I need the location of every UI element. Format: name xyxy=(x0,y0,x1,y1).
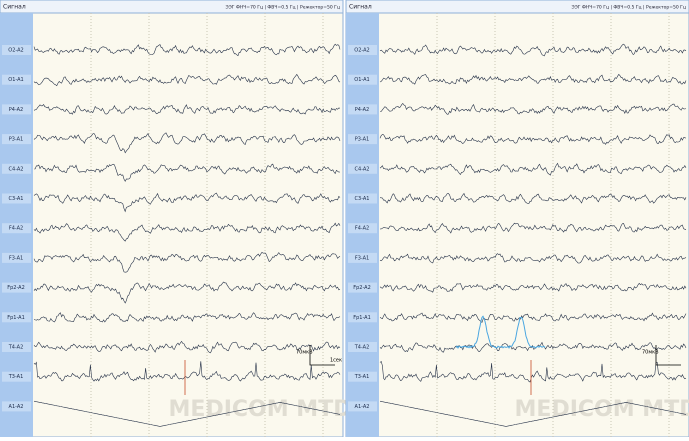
channel-label: C4-A2 xyxy=(355,166,370,172)
eeg-trace xyxy=(33,312,341,323)
channel-label: O1-A1 xyxy=(354,77,369,83)
eeg-trace xyxy=(33,251,341,273)
channel-label-bg xyxy=(348,342,377,352)
channel-label-bg xyxy=(2,342,31,352)
channel-label: P3-A1 xyxy=(355,137,370,143)
channel-label: T3-A1 xyxy=(354,374,370,380)
channel-label: Fp2-A2 xyxy=(7,285,25,291)
eeg-trace xyxy=(33,361,341,382)
eeg-trace xyxy=(379,43,687,57)
eeg-trace xyxy=(33,222,341,242)
eeg-trace xyxy=(379,400,687,427)
eeg-trace xyxy=(380,103,687,115)
channel-label: F3-A1 xyxy=(9,255,23,261)
eeg-panel: Сигнал ЭЭГ ФНЧ=70 Гц | ФВЧ=0.5 Гц | Режек… xyxy=(345,0,689,438)
panel-header xyxy=(345,0,689,14)
channel-label-bg xyxy=(348,401,377,412)
watermark: MEDICOM MTD xyxy=(515,397,689,422)
watermark: MEDICOM MTD xyxy=(169,397,352,422)
channel-label: P4-A2 xyxy=(9,107,24,113)
eeg-trace xyxy=(33,163,341,182)
channel-label: F4-A2 xyxy=(9,226,23,232)
channel-label-bg xyxy=(2,163,31,174)
channel-label-bg xyxy=(2,312,31,323)
eeg-trace xyxy=(33,192,341,213)
channel-label: O1-A1 xyxy=(8,77,23,83)
channel-label-bg xyxy=(2,223,31,234)
channel-label: A1-A2 xyxy=(9,404,24,410)
scale-time: 1сек xyxy=(330,358,342,364)
eeg-trace xyxy=(379,312,687,323)
channel-label: C3-A1 xyxy=(9,196,24,202)
channel-label: C3-A1 xyxy=(355,196,370,202)
channel-label-bg xyxy=(2,134,31,145)
panel-title: Сигнал xyxy=(3,4,26,11)
channel-label-bg xyxy=(2,74,31,85)
channel-label: F4-A2 xyxy=(355,226,369,232)
channel-label-bg xyxy=(2,282,31,293)
channel-label-bg xyxy=(348,104,377,115)
channel-label: Fp1-A1 xyxy=(7,315,25,321)
panel-title: Сигнал xyxy=(349,4,372,11)
eeg-trace xyxy=(379,253,687,264)
channel-label-bg xyxy=(348,223,377,234)
channel-label-bg xyxy=(2,252,31,263)
eeg-trace xyxy=(33,43,341,57)
channel-label: O2-A2 xyxy=(8,48,23,54)
eeg-trace xyxy=(33,340,341,354)
channel-label: P4-A2 xyxy=(355,107,370,113)
channel-label-bg xyxy=(2,45,31,55)
scale-amplitude: 70мкВ xyxy=(642,350,659,356)
scale-bar xyxy=(309,345,335,366)
channel-label-bg xyxy=(2,104,31,115)
eeg-panel: Сигнал ЭЭГ ФНЧ=70 Гц | ФВЧ=0.5 Гц | Режек… xyxy=(0,0,352,438)
channel-label: O2-A2 xyxy=(354,48,369,54)
channel-label-bg xyxy=(348,45,377,55)
eeg-trace xyxy=(379,222,687,234)
panel-bg xyxy=(345,0,689,438)
panel-settings: ЭЭГ ФНЧ=70 Гц | ФВЧ=0.5 Гц | Режектор=50… xyxy=(226,5,341,11)
channel-label-bg xyxy=(348,193,377,204)
eeg-trace xyxy=(379,282,687,293)
eeg-trace xyxy=(33,132,341,154)
eeg-trace xyxy=(379,162,687,176)
highlighted-trace xyxy=(455,315,546,350)
panel-header xyxy=(0,0,344,14)
channel-label-bg xyxy=(2,371,31,382)
channel-label: T4-A2 xyxy=(8,345,24,351)
scale-amplitude: 70мкВ xyxy=(296,350,313,356)
eeg-trace xyxy=(33,281,341,304)
channel-label-bg xyxy=(348,163,377,174)
eeg-trace xyxy=(379,192,687,205)
panel-settings: ЭЭГ ФНЧ=70 Гц | ФВЧ=0.5 Гц | Режектор=50… xyxy=(572,5,687,11)
eeg-trace xyxy=(379,73,687,85)
channel-label: T3-A1 xyxy=(8,374,24,380)
channel-label-bg xyxy=(2,401,31,412)
channel-label: Fp2-A2 xyxy=(353,285,371,291)
channel-label-bg xyxy=(348,371,377,382)
channel-label: T4-A2 xyxy=(354,345,370,351)
channel-label: F3-A1 xyxy=(355,255,369,261)
channel-label-bg xyxy=(348,282,377,293)
channel-label-bg xyxy=(2,193,31,204)
channel-label-bg xyxy=(348,134,377,145)
channel-label: A1-A2 xyxy=(355,404,370,410)
channel-label-bg xyxy=(348,74,377,85)
channel-label-bg xyxy=(348,312,377,323)
panel-bg xyxy=(0,0,344,438)
eeg-trace xyxy=(33,400,341,427)
channel-label-bg xyxy=(348,252,377,263)
eeg-trace xyxy=(379,360,687,383)
channel-label: C4-A2 xyxy=(9,166,24,172)
eeg-trace xyxy=(379,134,687,145)
eeg-trace xyxy=(33,73,341,87)
channel-label: Fp1-A1 xyxy=(353,315,371,321)
channel-label: P3-A1 xyxy=(9,137,24,143)
eeg-trace xyxy=(33,103,341,115)
scale-bar xyxy=(655,345,681,366)
